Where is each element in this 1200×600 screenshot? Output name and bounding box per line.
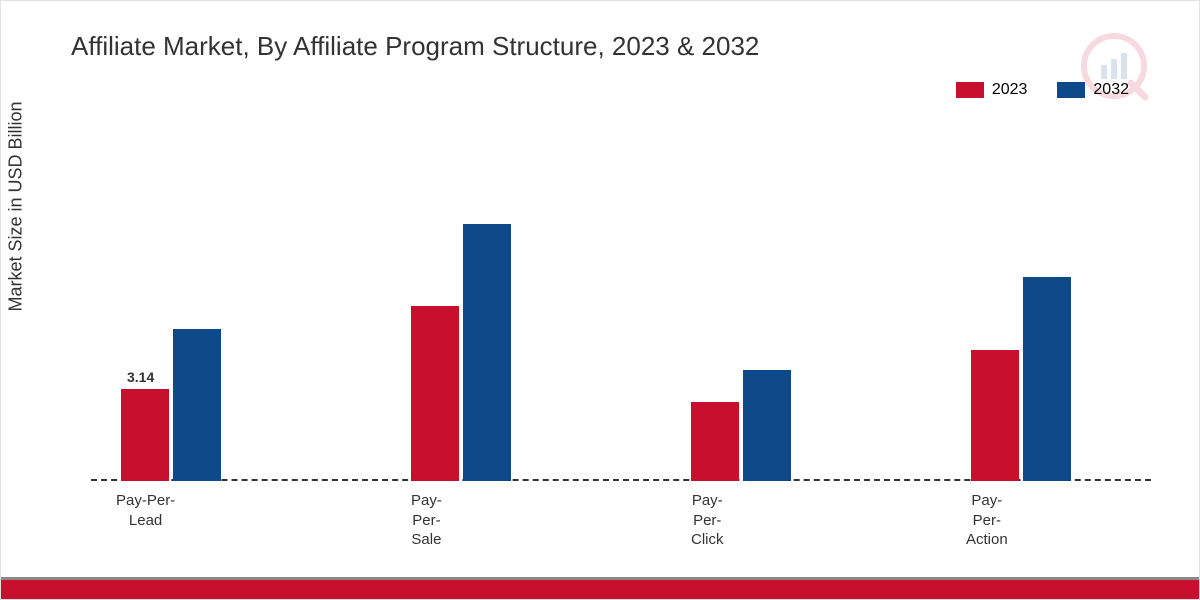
x-label-ppl: Pay-Per-Lead — [116, 491, 175, 530]
legend: 2023 2032 — [956, 81, 1129, 99]
legend-item-2023: 2023 — [956, 81, 1028, 99]
chart-container: Affiliate Market, By Affiliate Program S… — [0, 0, 1200, 600]
footer-band — [1, 577, 1199, 599]
legend-item-2032: 2032 — [1057, 81, 1129, 99]
bar-2023-ppa — [971, 350, 1019, 481]
bar-group-ppl — [121, 329, 221, 481]
x-label-ppc: Pay-Per-Click — [691, 491, 724, 550]
bar-2023-ppl — [121, 389, 169, 481]
legend-swatch-2032 — [1057, 82, 1085, 98]
bar-2032-ppl — [173, 329, 221, 481]
legend-swatch-2023 — [956, 82, 984, 98]
bar-value-label: 3.14 — [127, 369, 154, 385]
bar-group-pps — [411, 224, 511, 481]
bar-group-ppa — [971, 277, 1071, 481]
bar-group-ppc — [691, 370, 791, 481]
bar-2023-ppc — [691, 402, 739, 481]
x-label-ppa: Pay-Per-Action — [966, 491, 1008, 550]
y-axis-label: Market Size in USD Billion — [6, 101, 27, 311]
bar-2023-pps — [411, 306, 459, 481]
legend-label-2032: 2032 — [1093, 81, 1129, 99]
bar-2032-ppc — [743, 370, 791, 481]
chart-title: Affiliate Market, By Affiliate Program S… — [71, 31, 759, 62]
x-label-pps: Pay-Per-Sale — [411, 491, 442, 550]
bar-2032-ppa — [1023, 277, 1071, 481]
legend-label-2023: 2023 — [992, 81, 1028, 99]
plot-area: 3.14 — [91, 131, 1151, 481]
bar-2032-pps — [463, 224, 511, 481]
